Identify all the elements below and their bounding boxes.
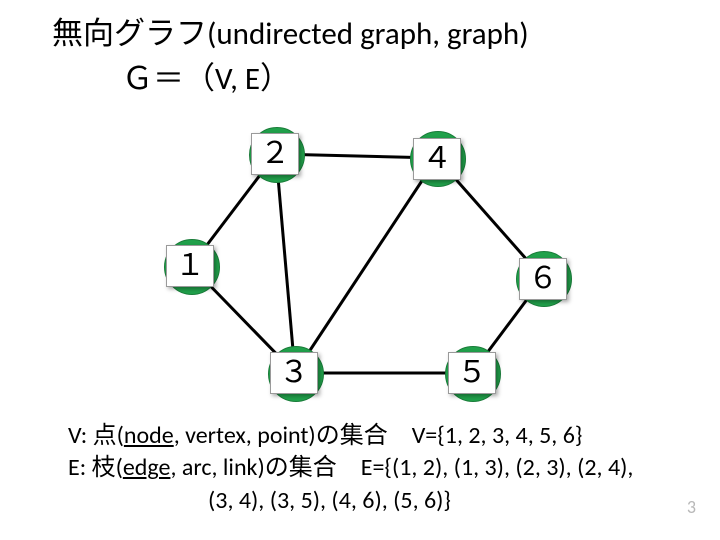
description-block: V: 点(node, vertex, point)の集合 V={1, 2, 3,… bbox=[68, 420, 668, 517]
edge bbox=[276, 154, 295, 373]
e-prefix: E: 枝( bbox=[68, 453, 123, 482]
node-label-6: ６ bbox=[519, 258, 567, 300]
v-definition: V: 点(node, vertex, point)の集合 V={1, 2, 3,… bbox=[68, 420, 668, 452]
e-definition: E: 枝(edge, arc, link)の集合 E={(1, 2), (1, … bbox=[68, 452, 668, 484]
node-term: node bbox=[124, 421, 174, 450]
e-definition-cont: (3, 4), (3, 5), (4, 6), (5, 6)} bbox=[208, 485, 668, 517]
node-label-3: ３ bbox=[270, 352, 318, 394]
title-equation: Ｇ＝（V, E） bbox=[122, 53, 672, 98]
title-jp: 無向グラフ bbox=[52, 15, 207, 53]
v-rest: , vertex, point)の集合 V={1, 2, 3, 4, 5, 6} bbox=[174, 421, 583, 450]
node-label-2: ２ bbox=[251, 133, 299, 175]
page-number: 3 bbox=[687, 496, 696, 518]
title-line-1: 無向グラフ(undirected graph, graph) bbox=[52, 8, 672, 53]
graph-diagram: １ ２ ３ ４ ５ ６ bbox=[148, 118, 588, 398]
e-rest: , arc, link)の集合 E={(1, 2), (1, 3), (2, 3… bbox=[170, 453, 633, 482]
node-label-4: ４ bbox=[413, 138, 461, 180]
node-label-1: １ bbox=[166, 245, 214, 287]
node-label-5: ５ bbox=[448, 352, 496, 394]
title-en: (undirected graph, graph) bbox=[207, 15, 529, 53]
title-block: 無向グラフ(undirected graph, graph) Ｇ＝（V, E） bbox=[52, 8, 672, 98]
edge bbox=[295, 158, 437, 373]
v-prefix: V: 点( bbox=[68, 421, 124, 450]
edge-term: edge bbox=[123, 453, 171, 482]
